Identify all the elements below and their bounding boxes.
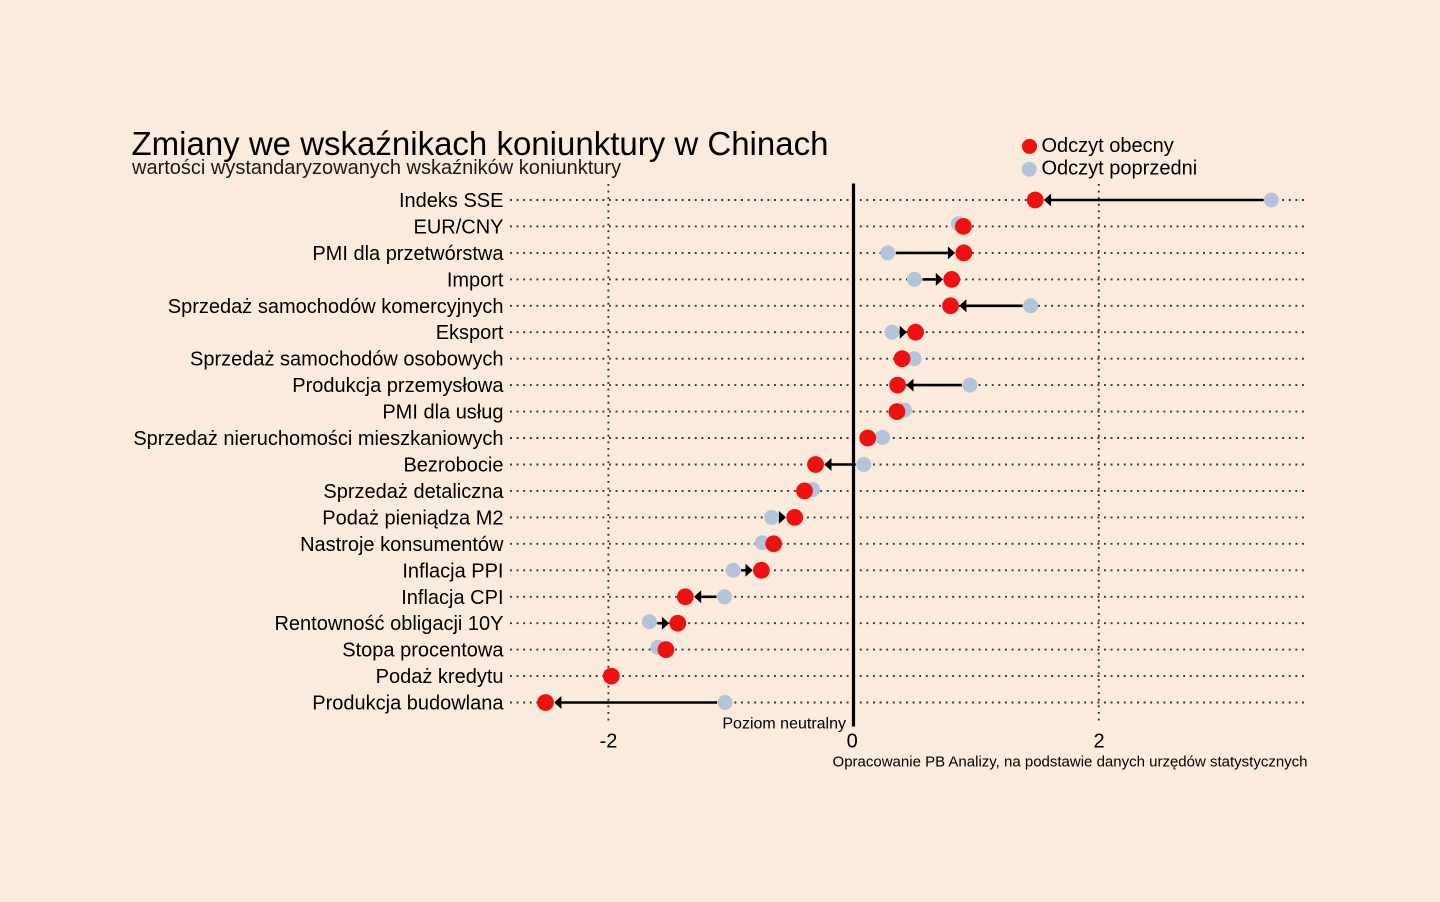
- svg-text:Podaż kredytu: Podaż kredytu: [376, 666, 504, 688]
- svg-text:Inflacja PPI: Inflacja PPI: [402, 560, 503, 582]
- svg-text:2: 2: [1093, 731, 1104, 753]
- svg-text:Sprzedaż samochodów osobowych: Sprzedaż samochodów osobowych: [190, 349, 504, 371]
- svg-text:Eksport: Eksport: [436, 322, 504, 344]
- svg-text:Indeks SSE: Indeks SSE: [399, 190, 504, 212]
- svg-text:Sprzedaż detaliczna: Sprzedaż detaliczna: [323, 481, 504, 503]
- svg-text:Zmiany we wskaźnikach koniunkt: Zmiany we wskaźnikach koniunktury w Chin…: [132, 125, 829, 162]
- svg-text:Produkcja budowlana: Produkcja budowlana: [312, 693, 504, 715]
- svg-text:Podaż pieniądza M2: Podaż pieniądza M2: [322, 507, 503, 529]
- svg-text:Opracowanie PB Analizy, na pod: Opracowanie PB Analizy, na podstawie dan…: [833, 754, 1308, 771]
- svg-text:Poziom neutralny: Poziom neutralny: [722, 716, 846, 733]
- svg-text:-2: -2: [600, 731, 618, 753]
- svg-text:Odczyt obecny: Odczyt obecny: [1042, 135, 1174, 157]
- svg-text:wartości wystandaryzowanych ws: wartości wystandaryzowanych wskaźników k…: [131, 157, 621, 179]
- svg-text:Inflacja CPI: Inflacja CPI: [401, 587, 503, 609]
- svg-text:EUR/CNY: EUR/CNY: [413, 216, 503, 238]
- svg-text:Sprzedaż nieruchomości mieszka: Sprzedaż nieruchomości mieszkaniowych: [133, 428, 503, 450]
- svg-text:Nastroje konsumentów: Nastroje konsumentów: [300, 534, 504, 556]
- svg-text:Produkcja przemysłowa: Produkcja przemysłowa: [292, 375, 504, 397]
- svg-text:Rentowność obligacji 10Y: Rentowność obligacji 10Y: [274, 613, 503, 635]
- svg-text:PMI dla usług: PMI dla usług: [382, 402, 503, 424]
- svg-text:Import: Import: [447, 269, 504, 291]
- svg-text:Bezrobocie: Bezrobocie: [403, 455, 503, 477]
- svg-text:Odczyt poprzedni: Odczyt poprzedni: [1042, 158, 1198, 180]
- svg-text:Stopa procentowa: Stopa procentowa: [342, 640, 504, 662]
- svg-text:PMI dla przetwórstwa: PMI dla przetwórstwa: [312, 243, 504, 265]
- svg-text:Sprzedaż samochodów komercyjny: Sprzedaż samochodów komercyjnych: [168, 296, 504, 318]
- svg-text:0: 0: [847, 731, 858, 753]
